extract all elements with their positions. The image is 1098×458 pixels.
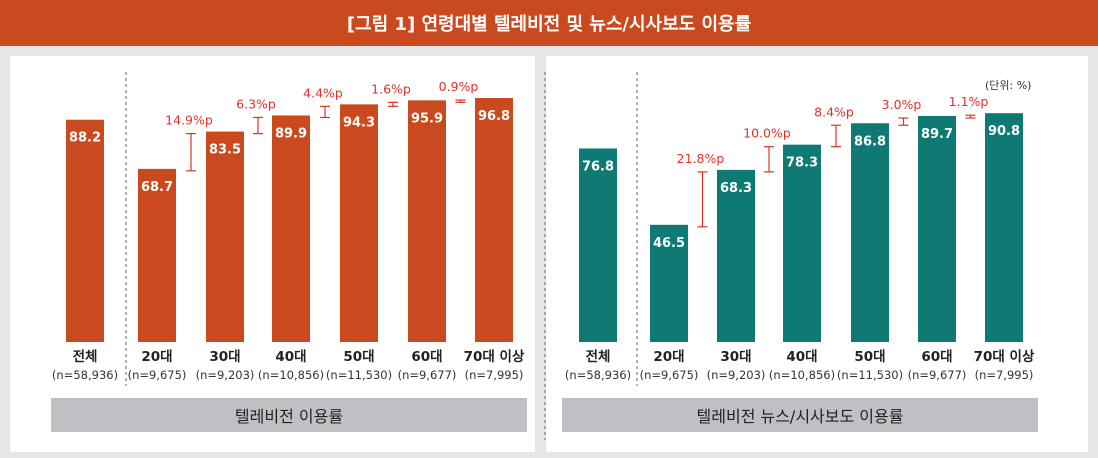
- bar-value-label: 78.3: [786, 156, 818, 171]
- figure-title: [그림 1] 연령대별 텔레비전 및 뉴스/시사보도 이용률: [0, 0, 1098, 46]
- unit-label: (단위: %): [985, 79, 1032, 92]
- bar-value-label: 88.2: [69, 131, 101, 146]
- diff-label: 6.3%p: [236, 96, 276, 111]
- category-label: 60대: [411, 349, 442, 365]
- chart-left-title: 텔레비전 이용률: [51, 398, 527, 432]
- sample-size-label: (n=58,936): [52, 368, 118, 382]
- sample-size-label: (n=9,203): [707, 368, 766, 382]
- diff-label: 8.4%p: [814, 104, 854, 119]
- sample-size-label: (n=7,995): [975, 368, 1034, 382]
- category-label: 50대: [343, 349, 374, 365]
- bar-value-label: 86.8: [854, 134, 886, 149]
- bar-4: [340, 104, 378, 342]
- bar-6: [475, 98, 513, 343]
- category-label: 30대: [720, 349, 751, 365]
- diff-label: 4.4%p: [303, 85, 343, 100]
- diff-label: 1.6%p: [371, 81, 411, 96]
- bar-2: [717, 169, 755, 342]
- bar-0: [579, 148, 617, 342]
- diff-label: 3.0%p: [882, 97, 922, 112]
- category-label: 70대 이상: [974, 348, 1035, 365]
- chart-right-title: 텔레비전 뉴스/시사보도 이용률: [562, 398, 1038, 432]
- category-label: 40대: [275, 349, 306, 365]
- sample-size-label: (n=11,530): [837, 368, 903, 382]
- bar-value-label: 96.8: [478, 109, 510, 124]
- category-label: 20대: [141, 349, 172, 365]
- diff-label: 14.9%p: [165, 113, 213, 128]
- bar-value-label: 68.7: [141, 180, 173, 195]
- category-label: 30대: [209, 349, 240, 365]
- bar-value-label: 89.9: [275, 126, 307, 141]
- sample-size-label: (n=9,203): [196, 368, 255, 382]
- diff-label: 0.9%p: [439, 79, 479, 94]
- category-label: 전체: [586, 348, 611, 365]
- bar-4: [851, 123, 889, 342]
- category-label: 20대: [653, 349, 684, 365]
- bar-5: [408, 100, 446, 342]
- sample-size-label: (n=10,856): [769, 368, 835, 382]
- bar-0: [66, 119, 104, 343]
- category-label: 50대: [854, 349, 885, 365]
- category-label: 70대 이상: [464, 348, 525, 365]
- bar-1: [138, 168, 176, 342]
- sample-size-label: (n=9,677): [908, 368, 967, 382]
- sample-size-label: (n=11,530): [326, 368, 392, 382]
- category-label: 전체: [73, 348, 98, 365]
- bar-value-label: 46.5: [653, 236, 685, 251]
- sample-size-label: (n=10,856): [258, 368, 324, 382]
- bar-2: [206, 131, 244, 342]
- sample-size-label: (n=58,936): [565, 368, 631, 382]
- category-label: 60대: [921, 349, 952, 365]
- bar-value-label: 76.8: [582, 159, 614, 174]
- bar-value-label: 89.7: [921, 127, 953, 142]
- sample-size-label: (n=9,675): [128, 368, 187, 382]
- sample-size-label: (n=7,995): [465, 368, 524, 382]
- bar-6: [985, 113, 1023, 343]
- bar-1: [650, 224, 688, 342]
- bar-value-label: 90.8: [988, 124, 1020, 139]
- diff-label: 1.1%p: [949, 94, 989, 109]
- sample-size-label: (n=9,675): [640, 368, 699, 382]
- bar-value-label: 94.3: [343, 115, 375, 130]
- bar-3: [783, 144, 821, 342]
- bar-value-label: 95.9: [411, 111, 443, 126]
- diff-label: 21.8%p: [677, 151, 725, 166]
- bar-3: [272, 115, 310, 343]
- bar-value-label: 68.3: [720, 181, 752, 196]
- bar-value-label: 83.5: [209, 143, 241, 158]
- diff-label: 10.0%p: [743, 126, 791, 141]
- sample-size-label: (n=9,677): [398, 368, 457, 382]
- category-label: 40대: [786, 349, 817, 365]
- bar-5: [918, 115, 956, 343]
